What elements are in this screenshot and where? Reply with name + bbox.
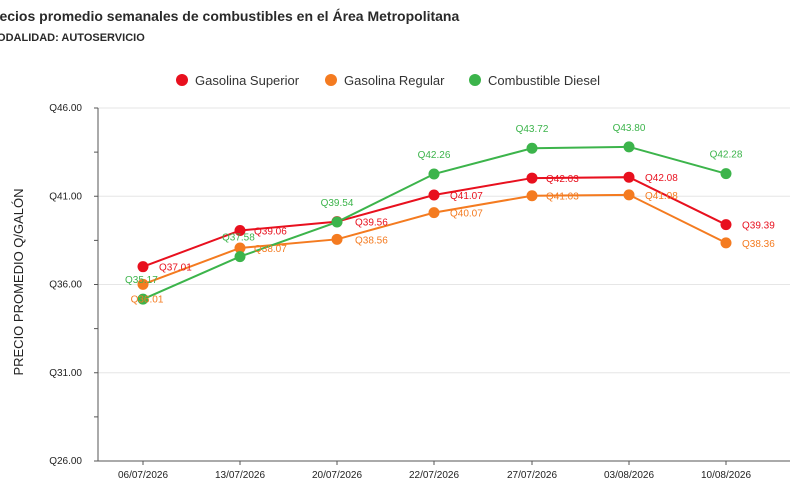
data-point-combustible-diesel[interactable] xyxy=(331,216,343,228)
legend-label: Combustible Diesel xyxy=(488,73,600,88)
data-label-gasolina-regular: Q41.03 xyxy=(546,192,579,203)
y-tick-label: Q46.00 xyxy=(49,103,82,114)
data-label-gasolina-superior: Q42.03 xyxy=(546,174,579,185)
data-point-gasolina-superior[interactable] xyxy=(623,171,635,183)
series-points xyxy=(137,141,732,305)
legend-item-gasolina-superior[interactable]: Gasolina Superior xyxy=(176,73,300,88)
legend-item-gasolina-regular[interactable]: Gasolina Regular xyxy=(325,73,445,88)
data-point-combustible-diesel[interactable] xyxy=(428,168,440,180)
data-label-combustible-diesel: Q35.17 xyxy=(125,275,158,286)
data-point-gasolina-superior[interactable] xyxy=(234,224,246,236)
data-label-combustible-diesel: Q42.26 xyxy=(418,150,451,161)
data-point-combustible-diesel[interactable] xyxy=(623,141,635,153)
plot-grid xyxy=(98,107,790,374)
x-tick-label: 10/08/2026 xyxy=(701,470,751,481)
legend: Gasolina Superior Gasolina Regular Combust… xyxy=(176,73,600,88)
legend-swatch xyxy=(469,74,481,86)
axes: Q26.00 Q31.00 Q36.00 Q41.00 Q46.00 06/07/2026… xyxy=(49,103,790,481)
data-point-combustible-diesel[interactable] xyxy=(137,293,149,305)
data-label-gasolina-superior: Q39.06 xyxy=(254,226,287,237)
data-point-gasolina-superior[interactable] xyxy=(720,219,732,231)
data-point-gasolina-regular[interactable] xyxy=(623,189,635,201)
data-label-gasolina-regular: Q40.07 xyxy=(450,209,483,220)
data-label-gasolina-superior: Q42.08 xyxy=(645,173,678,184)
legend-swatch xyxy=(176,74,188,86)
data-label-gasolina-superior: Q37.01 xyxy=(159,263,192,274)
data-point-gasolina-regular[interactable] xyxy=(428,207,440,219)
y-tick-label: Q26.00 xyxy=(49,456,82,467)
data-label-gasolina-regular: Q41.08 xyxy=(645,191,678,202)
data-point-gasolina-superior[interactable] xyxy=(137,261,149,273)
x-tick-label: 20/07/2026 xyxy=(312,470,362,481)
data-point-gasolina-superior[interactable] xyxy=(526,172,538,184)
legend-label: Gasolina Regular xyxy=(344,73,445,88)
data-point-gasolina-superior[interactable] xyxy=(428,189,440,201)
data-label-combustible-diesel: Q39.54 xyxy=(321,198,354,209)
y-tick-label: Q31.00 xyxy=(49,368,82,379)
legend-item-combustible-diesel[interactable]: Combustible Diesel xyxy=(469,73,600,88)
data-label-gasolina-regular: Q38.07 xyxy=(254,244,287,255)
data-point-gasolina-regular[interactable] xyxy=(234,242,246,254)
data-label-gasolina-superior: Q39.56 xyxy=(355,218,388,229)
data-label-gasolina-regular: Q38.56 xyxy=(355,235,388,246)
data-label-gasolina-superior: Q39.39 xyxy=(742,221,775,232)
data-label-gasolina-superior: Q41.07 xyxy=(450,191,483,202)
data-label-combustible-diesel: Q37.58 xyxy=(222,233,255,244)
data-label-gasolina-regular: Q38.36 xyxy=(742,239,775,250)
x-tick-label: 06/07/2026 xyxy=(118,470,168,481)
data-label-combustible-diesel: Q43.80 xyxy=(613,123,646,134)
y-tick-label: Q41.00 xyxy=(49,191,82,202)
x-tick-label: 03/08/2026 xyxy=(604,470,654,481)
y-tick-label: Q36.00 xyxy=(49,280,82,291)
data-point-gasolina-regular[interactable] xyxy=(526,190,538,202)
x-tick-label: 22/07/2026 xyxy=(409,470,459,481)
data-point-gasolina-regular[interactable] xyxy=(137,278,149,290)
data-point-combustible-diesel[interactable] xyxy=(234,251,246,263)
data-point-gasolina-regular[interactable] xyxy=(331,233,343,245)
chart-title: recios promedio semanales de combustible… xyxy=(0,8,460,24)
legend-swatch xyxy=(325,74,337,86)
data-label-gasolina-regular: Q36.01 xyxy=(131,294,164,305)
y-axis-title: PRECIO PROMEDIO Q/GALÓN xyxy=(11,188,26,375)
x-tick-label: 13/07/2026 xyxy=(215,470,265,481)
data-point-combustible-diesel[interactable] xyxy=(720,168,732,180)
chart-subtitle: IODALIDAD: AUTOSERVICIO xyxy=(0,32,145,44)
x-tick-label: 27/07/2026 xyxy=(507,470,557,481)
data-label-combustible-diesel: Q42.28 xyxy=(710,150,743,161)
data-point-gasolina-regular[interactable] xyxy=(720,237,732,249)
data-label-combustible-diesel: Q43.72 xyxy=(516,124,549,135)
data-labels: Q37.01 Q39.06 Q39.56 Q41.07 Q42.03 Q42.08 Q39.… xyxy=(125,123,775,305)
data-point-combustible-diesel[interactable] xyxy=(526,142,538,154)
legend-label: Gasolina Superior xyxy=(195,73,300,88)
